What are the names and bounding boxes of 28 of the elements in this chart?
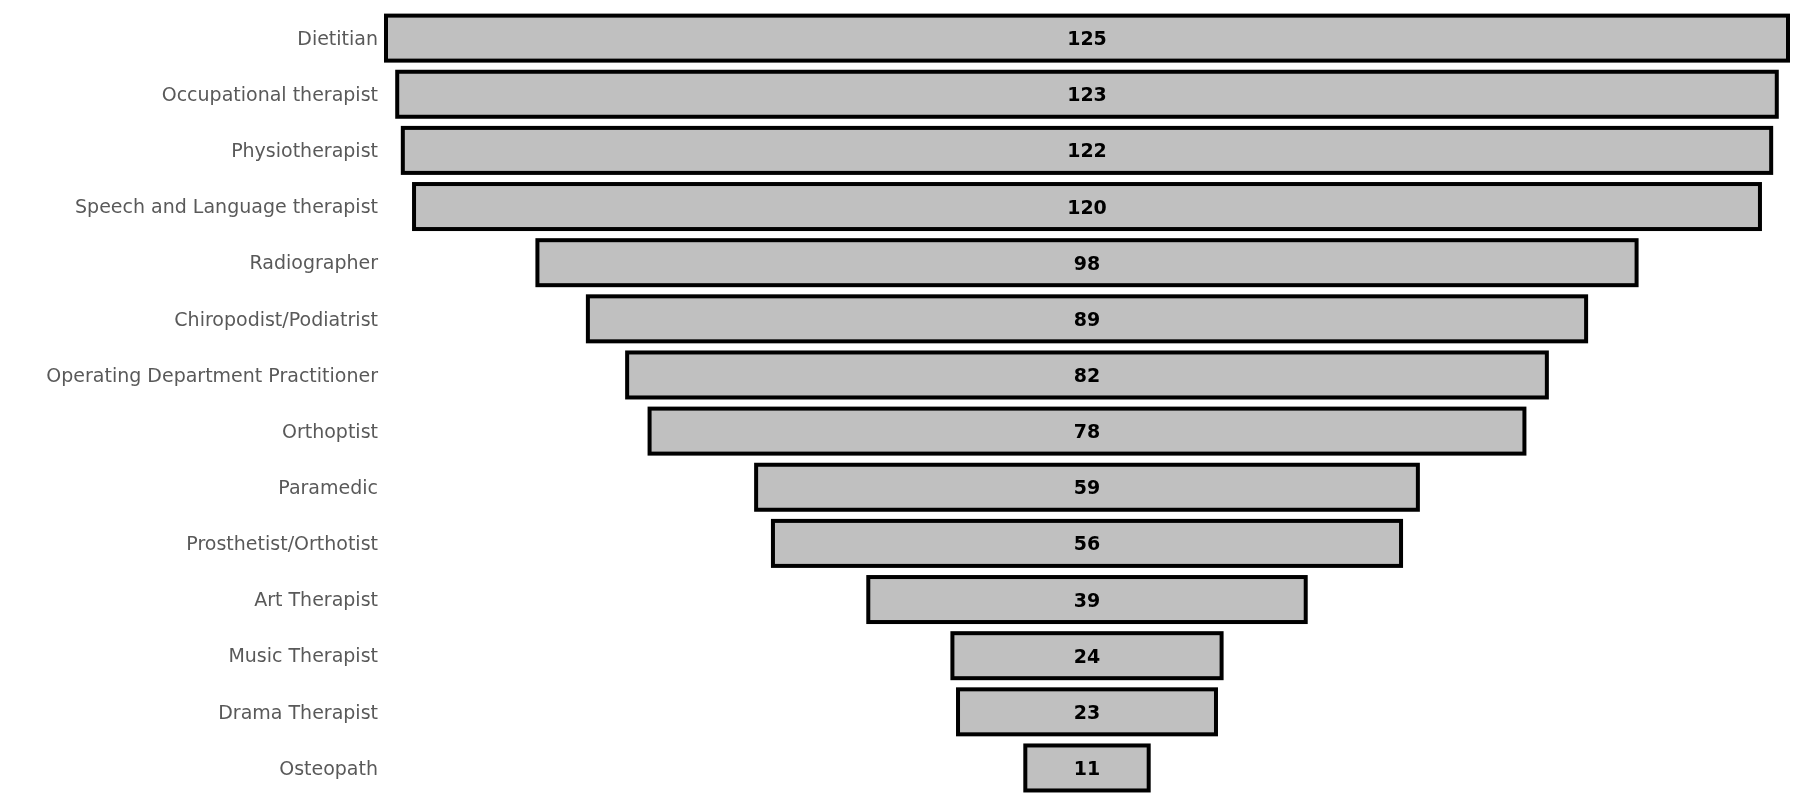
category-label: Radiographer — [249, 251, 379, 274]
data-label: 89 — [1073, 307, 1101, 330]
category-label: Dietitian — [297, 26, 378, 49]
data-label: 56 — [1073, 532, 1101, 555]
data-label: 24 — [1073, 644, 1101, 667]
category-label: Speech and Language therapist — [75, 195, 378, 218]
category-label: Operating Department Practitioner — [46, 363, 379, 386]
category-label: Drama Therapist — [218, 700, 378, 723]
data-label: 120 — [1067, 195, 1107, 218]
category-label: Orthoptist — [281, 419, 378, 442]
data-label: 39 — [1073, 588, 1101, 611]
category-label: Paramedic — [278, 475, 378, 498]
category-label: Art Therapist — [254, 588, 378, 611]
data-label: 78 — [1073, 420, 1101, 443]
data-label: 123 — [1067, 83, 1107, 106]
category-label: Prosthetist/Orthotist — [186, 532, 378, 555]
data-label: 59 — [1073, 476, 1101, 499]
data-label: 125 — [1067, 27, 1107, 50]
category-label: Physiotherapist — [231, 139, 378, 162]
category-label: Chiropodist/Podiatrist — [174, 307, 378, 330]
data-label: 23 — [1073, 700, 1101, 723]
category-label: Osteopath — [279, 756, 378, 779]
data-label: 122 — [1067, 139, 1107, 162]
data-label: 98 — [1073, 251, 1101, 274]
category-label: Occupational therapist — [161, 82, 378, 105]
data-label: 82 — [1073, 363, 1101, 386]
category-label: Music Therapist — [228, 644, 378, 667]
data-label: 11 — [1073, 756, 1101, 779]
